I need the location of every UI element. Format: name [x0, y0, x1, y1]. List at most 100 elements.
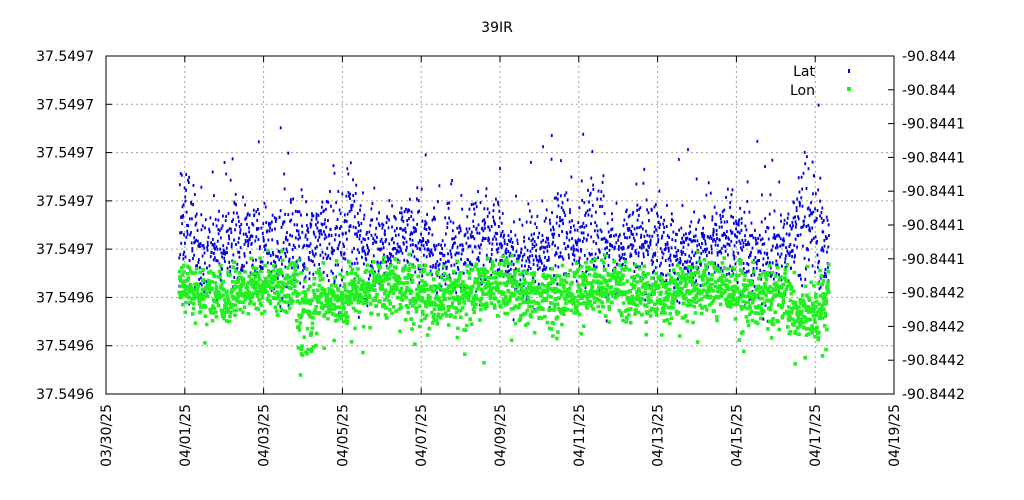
lat-point — [318, 262, 320, 266]
lat-point — [218, 209, 220, 213]
lon-point — [574, 304, 579, 308]
lon-point — [707, 289, 711, 293]
lon-point — [634, 308, 638, 312]
lon-point — [416, 274, 421, 279]
lat-point — [627, 245, 630, 249]
lat-point — [669, 259, 672, 263]
lat-point — [276, 276, 279, 280]
lat-point — [258, 212, 261, 216]
lat-point — [434, 266, 437, 270]
lon-point — [579, 331, 584, 336]
lon-point — [387, 276, 392, 281]
lat-point — [578, 256, 581, 260]
lat-point — [203, 281, 205, 285]
lon-point — [575, 270, 579, 274]
lat-point — [646, 208, 648, 212]
lat-point — [736, 281, 739, 285]
lon-point — [259, 289, 263, 294]
lon-point — [617, 282, 622, 287]
lat-point — [649, 238, 652, 242]
lon-point — [667, 292, 671, 296]
lat-point — [282, 241, 285, 245]
lon-point — [278, 268, 283, 272]
lat-point — [209, 255, 212, 259]
lon-point — [616, 293, 620, 297]
legend-marker-lat — [848, 69, 850, 73]
lon-point — [577, 274, 582, 279]
lon-point — [812, 317, 817, 322]
lat-point — [184, 241, 186, 245]
lon-point — [617, 263, 622, 267]
lat-point — [652, 252, 655, 256]
lon-point — [547, 326, 552, 331]
lat-point — [778, 273, 780, 277]
lat-point — [777, 233, 780, 237]
lat-point — [431, 233, 434, 237]
lat-point — [710, 251, 713, 255]
lon-point — [428, 296, 432, 300]
lon-point — [688, 303, 693, 307]
lat-point — [308, 271, 311, 275]
lon-point — [494, 275, 498, 280]
lat-point — [366, 230, 368, 234]
lat-point — [494, 222, 497, 226]
lon-point — [353, 286, 357, 290]
lon-point — [779, 286, 784, 290]
lat-point — [761, 243, 764, 247]
lon-point — [629, 282, 634, 287]
lon-point — [604, 292, 609, 297]
lat-point — [600, 190, 603, 194]
lon-point — [403, 290, 408, 295]
lon-point — [557, 274, 562, 278]
lat-point — [394, 247, 397, 251]
lat-point — [555, 221, 558, 225]
lon-point — [527, 304, 531, 309]
lon-point — [227, 319, 231, 324]
lat-point — [572, 244, 575, 248]
lat-point — [214, 217, 217, 221]
lat-point — [528, 258, 530, 262]
lat-point — [205, 280, 208, 284]
lat-point — [193, 253, 195, 257]
lon-point — [689, 275, 693, 280]
lon-point — [401, 269, 405, 273]
lon-point — [685, 319, 690, 324]
lat-point — [358, 251, 361, 255]
lat-point — [676, 299, 679, 303]
lat-point — [798, 190, 801, 194]
lon-point — [390, 285, 394, 289]
lat-point — [720, 251, 723, 255]
lat-point — [229, 265, 231, 269]
lon-point — [321, 261, 326, 265]
lon-point — [464, 312, 469, 317]
lat-point — [433, 245, 436, 249]
lon-point — [763, 271, 768, 275]
lon-point — [383, 288, 388, 293]
lon-point — [554, 286, 558, 291]
lat-point — [810, 201, 813, 205]
lat-point — [267, 251, 270, 255]
lat-point — [448, 216, 451, 220]
lat-point — [795, 222, 798, 226]
lon-point — [211, 304, 215, 308]
lat-point — [636, 226, 639, 230]
lat-point — [674, 254, 677, 258]
lat-point — [590, 252, 593, 256]
lat-point — [563, 211, 566, 215]
lon-point — [426, 293, 431, 298]
lat-point — [785, 246, 787, 250]
lat-point — [248, 230, 251, 234]
lat-point — [473, 207, 476, 211]
lon-point — [403, 276, 407, 280]
lat-point — [254, 239, 257, 243]
lat-point — [300, 213, 302, 217]
lon-point — [792, 270, 797, 275]
lon-point — [213, 281, 218, 285]
lon-point — [540, 299, 545, 303]
lat-point — [497, 224, 500, 228]
lat-point — [491, 248, 493, 252]
lat-point — [282, 220, 285, 224]
lat-point — [232, 218, 234, 222]
lat-point — [257, 237, 260, 241]
lat-point — [284, 237, 287, 241]
